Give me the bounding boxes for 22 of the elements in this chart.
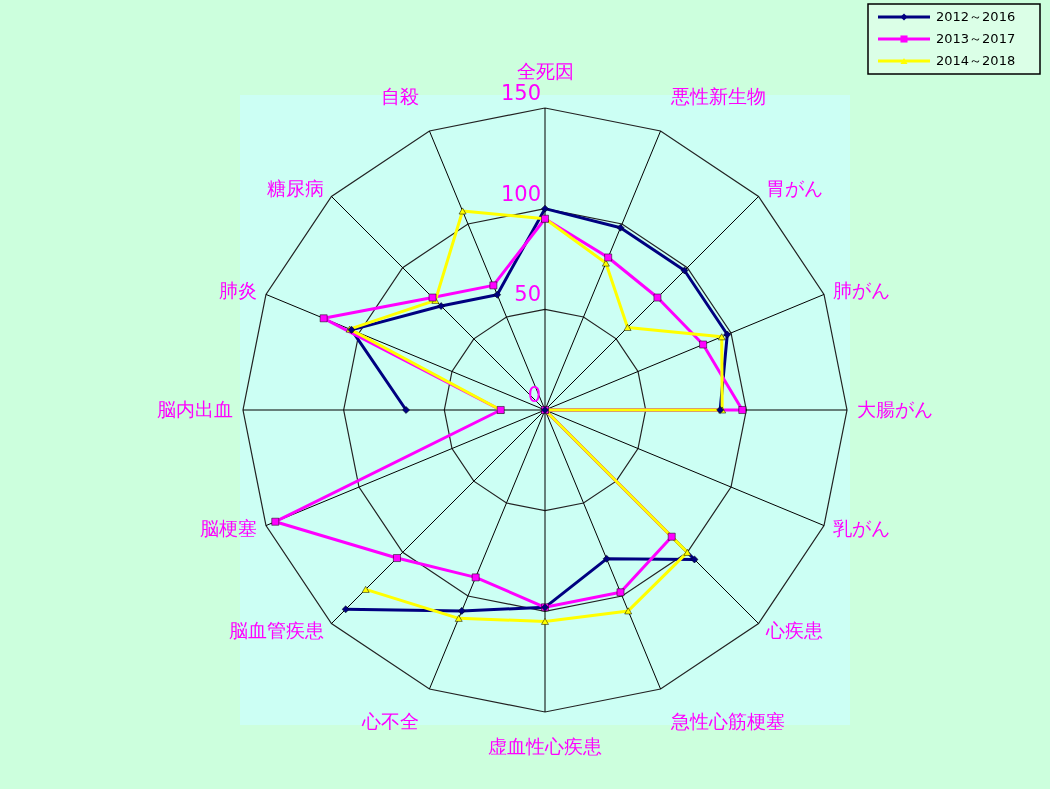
spoke-label: 全死因 bbox=[516, 60, 574, 82]
spoke-label: 乳がん bbox=[833, 517, 891, 540]
y-tick-label: 100 bbox=[500, 181, 541, 206]
spoke-label: 脳内出血 bbox=[157, 398, 233, 420]
spoke-label: 肺がん bbox=[833, 278, 891, 301]
spoke-label: 脳梗塞 bbox=[199, 517, 257, 540]
spoke-label: 糖尿病 bbox=[267, 177, 325, 200]
legend-label: 2012～2016 bbox=[936, 9, 1016, 24]
spoke-label: 急性心筋梗塞 bbox=[669, 710, 785, 733]
legend-label: 2013～2017 bbox=[936, 31, 1016, 46]
legend-label: 2014～2018 bbox=[936, 53, 1016, 68]
spoke-label: 虚血性心疾患 bbox=[488, 735, 602, 757]
y-tick-label: 50 bbox=[514, 282, 541, 307]
spoke-label: 悪性新生物 bbox=[669, 84, 766, 107]
spoke-label: 心疾患 bbox=[764, 618, 823, 641]
spoke-label: 大腸がん bbox=[857, 398, 933, 420]
spoke-label: 脳血管疾患 bbox=[229, 618, 325, 641]
spoke-label: 肺炎 bbox=[218, 278, 257, 301]
spoke-label: 自殺 bbox=[381, 84, 420, 107]
spoke-label: 心不全 bbox=[361, 710, 420, 733]
y-tick-label: 150 bbox=[500, 81, 541, 105]
spoke-label: 胃がん bbox=[765, 177, 823, 200]
